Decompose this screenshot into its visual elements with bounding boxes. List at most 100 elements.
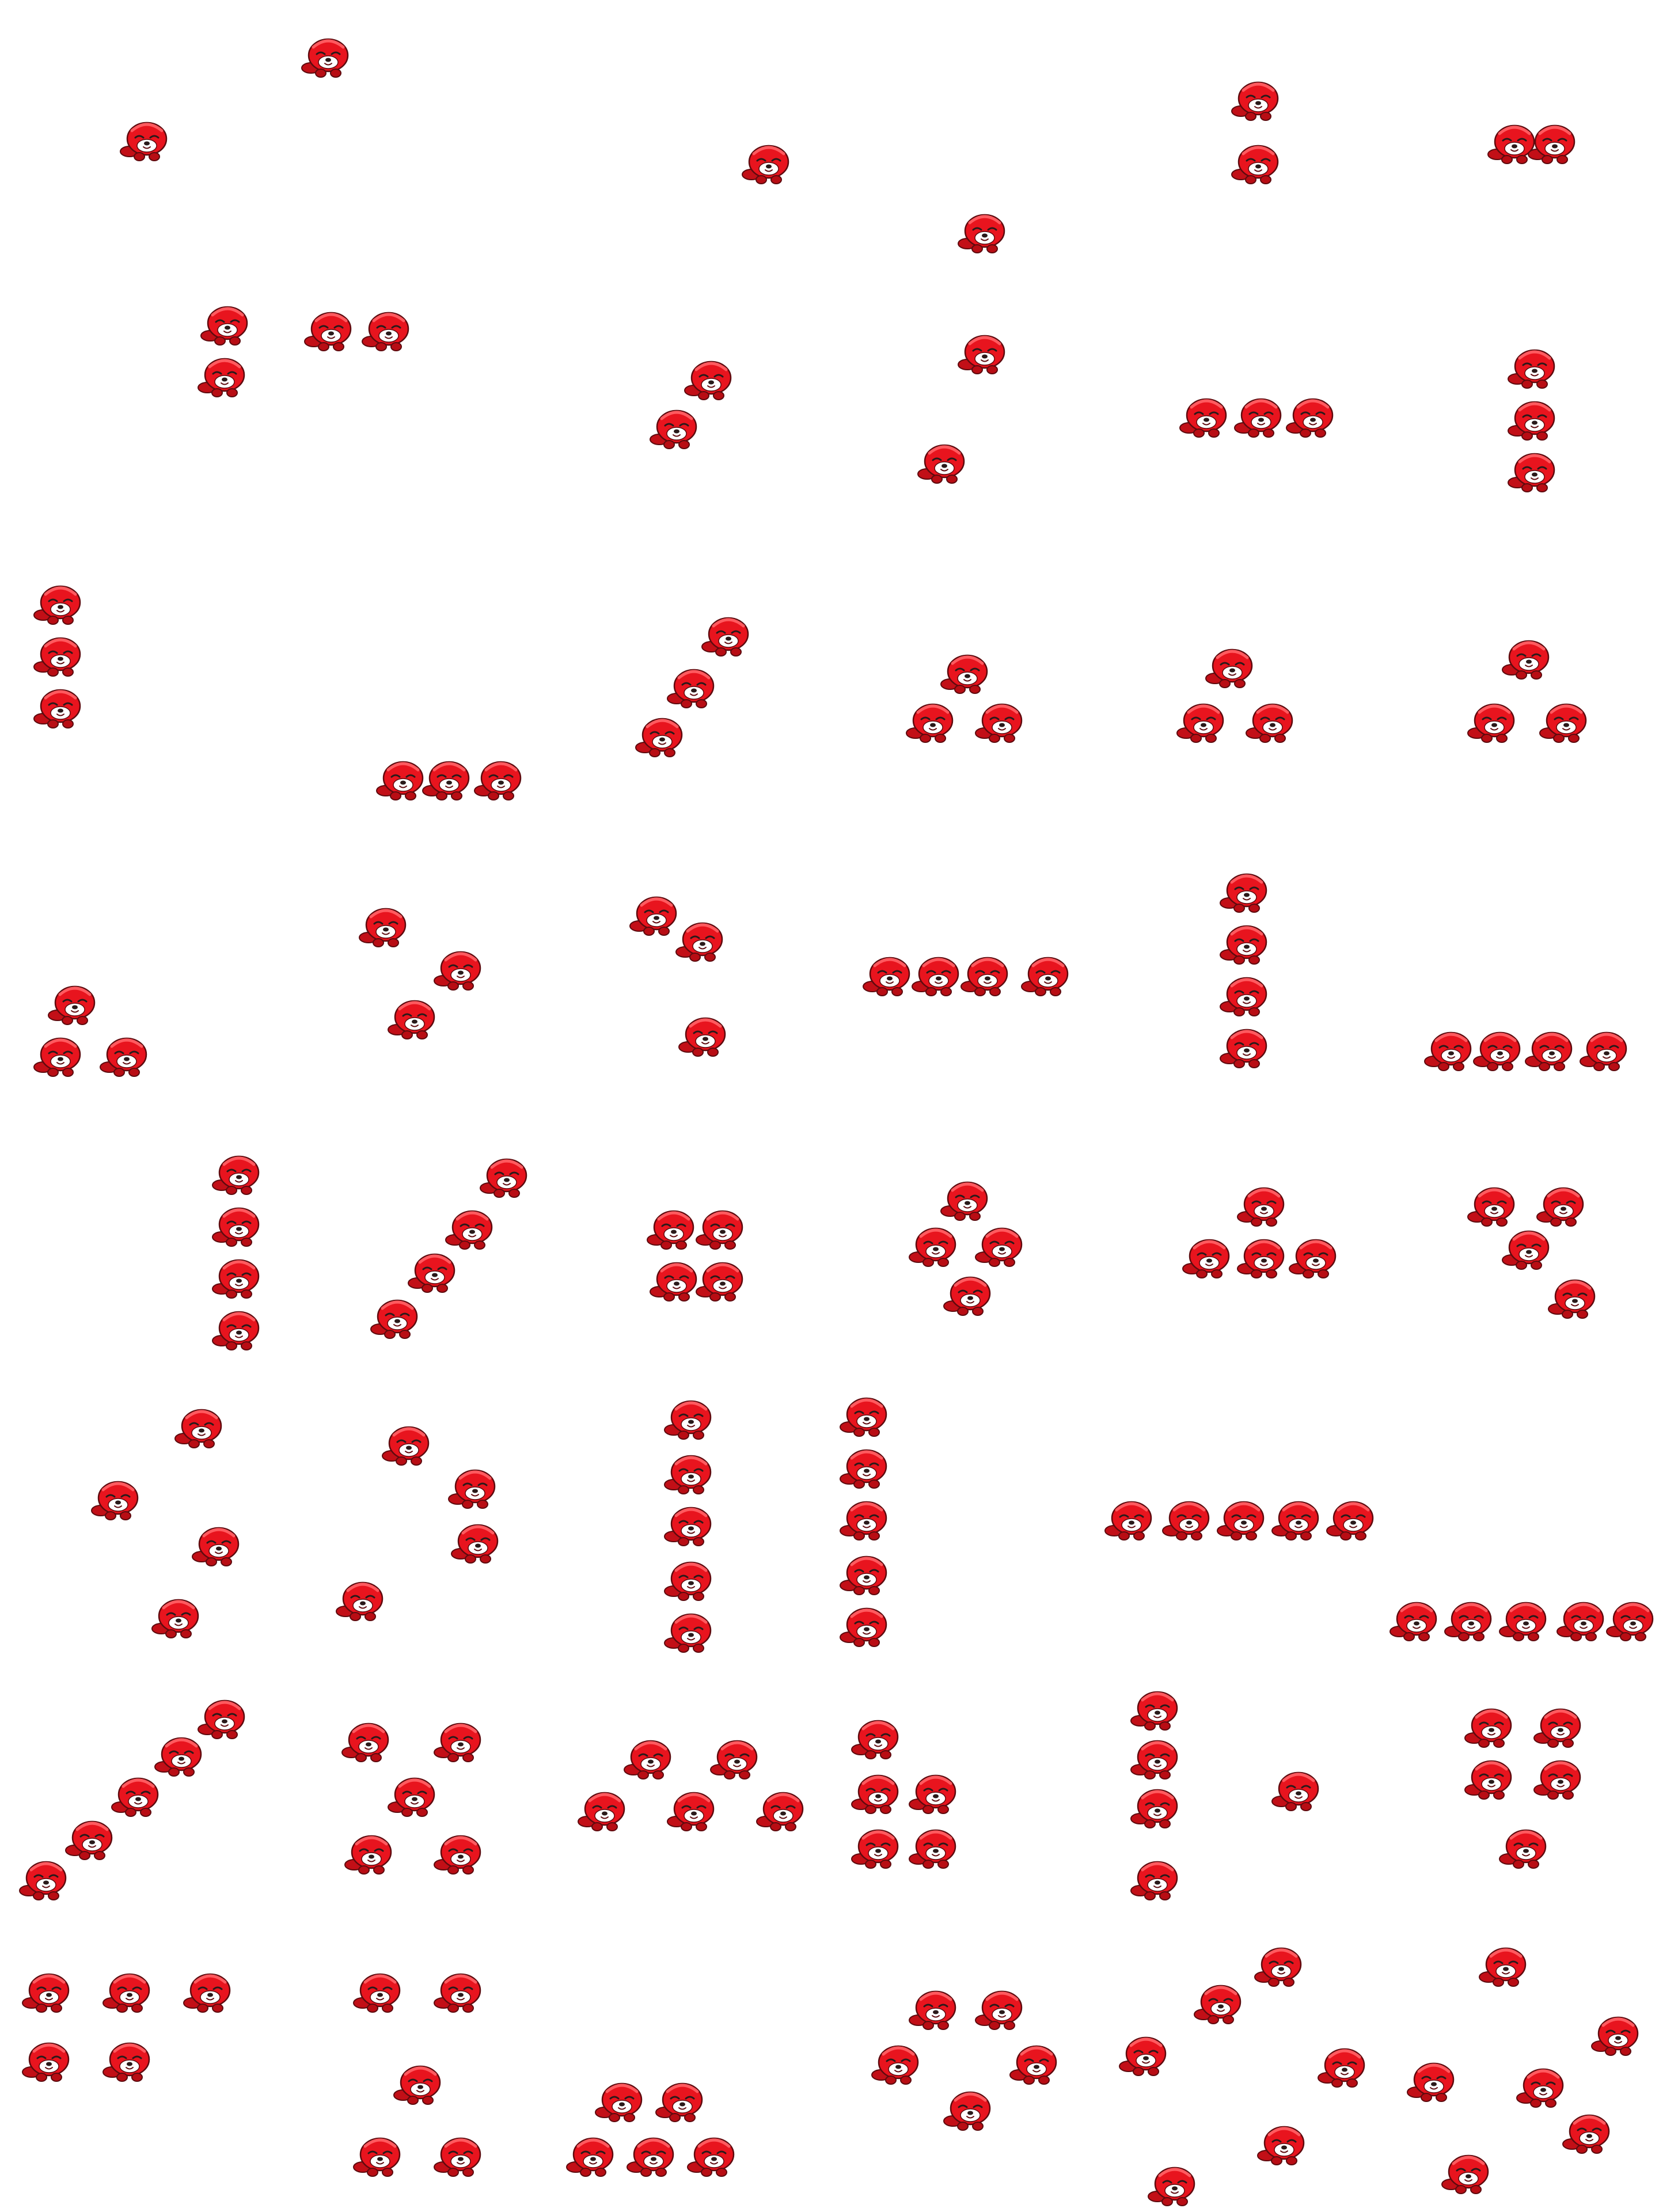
red-blob-creature-icon [48,987,94,1025]
cell-r7-c3 [872,1991,1056,2130]
red-blob-creature-icon [1246,704,1292,742]
red-blob-creature-icon [184,1974,230,2012]
red-blob-creature-icon [665,1562,711,1600]
red-blob-creature-icon [1327,1502,1373,1540]
red-blob-creature-icon [22,1974,69,2012]
cell-r4-c5 [1468,1188,1595,1318]
cell-r0-c4 [1232,82,1278,184]
red-blob-creature-icon [354,1974,400,2012]
red-blob-creature-icon [20,1862,66,1900]
cell-r4-c2 [647,1211,742,1301]
cell-r2-c2 [636,618,748,757]
red-blob-creature-icon [863,958,909,996]
red-blob-creature-icon [1465,1761,1511,1799]
cell-r4-c0 [212,1156,259,1350]
cell-r1-c2 [650,362,731,449]
cell-r7-c0 [22,1974,230,2081]
red-blob-creature-icon [34,586,80,624]
cell-r4-c4 [1183,1188,1335,1278]
red-blob-creature-icon [1177,704,1223,742]
red-blob-creature-icon [1474,1033,1520,1071]
red-blob-creature-icon [212,1156,259,1194]
red-blob-creature-icon [474,762,521,800]
red-blob-creature-icon [1237,1188,1284,1226]
red-blob-creature-icon [1194,1986,1240,2024]
red-blob-creature-icon [975,1991,1022,2029]
red-blob-creature-icon [1010,2046,1056,2084]
red-blob-creature-icon [578,1793,624,1831]
red-blob-creature-icon [345,1836,391,1874]
red-blob-creature-icon [941,1182,987,1220]
red-blob-creature-icon [961,958,1007,996]
red-blob-creature-icon [408,1254,454,1292]
red-blob-creature-icon [1206,650,1252,688]
red-blob-creature-icon [1499,1603,1546,1641]
red-blob-creature-icon [1607,1603,1653,1641]
red-blob-creature-icon [1220,978,1266,1016]
red-blob-creature-icon [679,1018,725,1056]
red-blob-creature-icon [909,1775,955,1813]
cell-r5-c1 [336,1427,498,1621]
red-blob-creature-icon [665,1456,711,1494]
red-blob-creature-icon [840,1398,886,1436]
cell-r6-c0 [20,1701,244,1900]
red-blob-creature-icon [941,655,987,693]
red-blob-creature-icon [1534,1761,1580,1799]
red-blob-creature-icon [647,1211,693,1249]
red-blob-creature-icon [305,313,351,351]
red-blob-creature-icon [1180,399,1226,437]
cell-r5-c2 [665,1401,711,1652]
cell-r2-c4 [1177,650,1292,742]
red-blob-creature-icon [1237,1240,1284,1278]
red-blob-creature-icon [34,638,80,676]
red-blob-creature-icon [1131,1741,1177,1779]
red-blob-creature-icon [1105,1502,1151,1540]
cell-r2-c3 [906,655,1022,742]
red-blob-creature-icon [840,1502,886,1540]
red-blob-creature-icon [711,1741,757,1779]
cell-r7-c1 [354,1974,480,2176]
red-blob-creature-icon [1563,2115,1609,2153]
cell-r1-c5 [1508,350,1554,492]
red-blob-creature-icon [1425,1033,1471,1071]
red-blob-creature-icon [336,1583,382,1621]
red-blob-creature-icon [34,690,80,728]
red-blob-creature-icon [388,1001,434,1039]
red-blob-creature-icon [595,2084,641,2122]
cell-r6-c3 [852,1721,955,1868]
cell-r1-c1 [305,313,408,351]
red-blob-creature-icon [1220,1030,1266,1068]
cell-r6-c5 [1465,1709,1580,1868]
red-blob-creature-icon [909,1991,955,2029]
red-blob-creature-icon [354,2138,400,2176]
red-blob-creature-icon [1131,1862,1177,1900]
red-blob-creature-icon [1502,1231,1548,1269]
red-blob-creature-icon [1318,2049,1364,2087]
red-blob-creature-icon [371,1300,417,1338]
red-blob-creature-icon [198,359,244,397]
cell-r3-c3 [863,958,1068,996]
red-blob-creature-icon [852,1830,898,1868]
cell-r2-c5 [1468,641,1586,742]
red-blob-creature-icon [1508,402,1554,440]
cell-r7-c5 [1407,1948,1638,2194]
figures-layer [20,39,1653,2206]
red-blob-creature-icon [1534,1709,1580,1747]
red-blob-creature-icon [840,1608,886,1646]
red-blob-creature-icon [92,1482,138,1520]
red-blob-creature-icon [1163,1502,1209,1540]
red-blob-creature-icon [1131,1692,1177,1730]
red-blob-creature-icon [688,2138,734,2176]
red-blob-creature-icon [66,1822,112,1860]
red-blob-creature-icon [1537,1188,1583,1226]
red-blob-creature-icon [958,336,1004,374]
red-blob-creature-icon [742,146,788,184]
red-blob-creature-icon [1220,874,1266,912]
red-blob-creature-icon [212,1260,259,1298]
cell-r0-c0 [302,39,348,77]
red-blob-creature-icon [1528,126,1574,164]
red-blob-creature-icon [1258,2127,1304,2165]
red-blob-creature-icon [1286,399,1332,437]
red-blob-creature-icon [1255,1948,1301,1986]
